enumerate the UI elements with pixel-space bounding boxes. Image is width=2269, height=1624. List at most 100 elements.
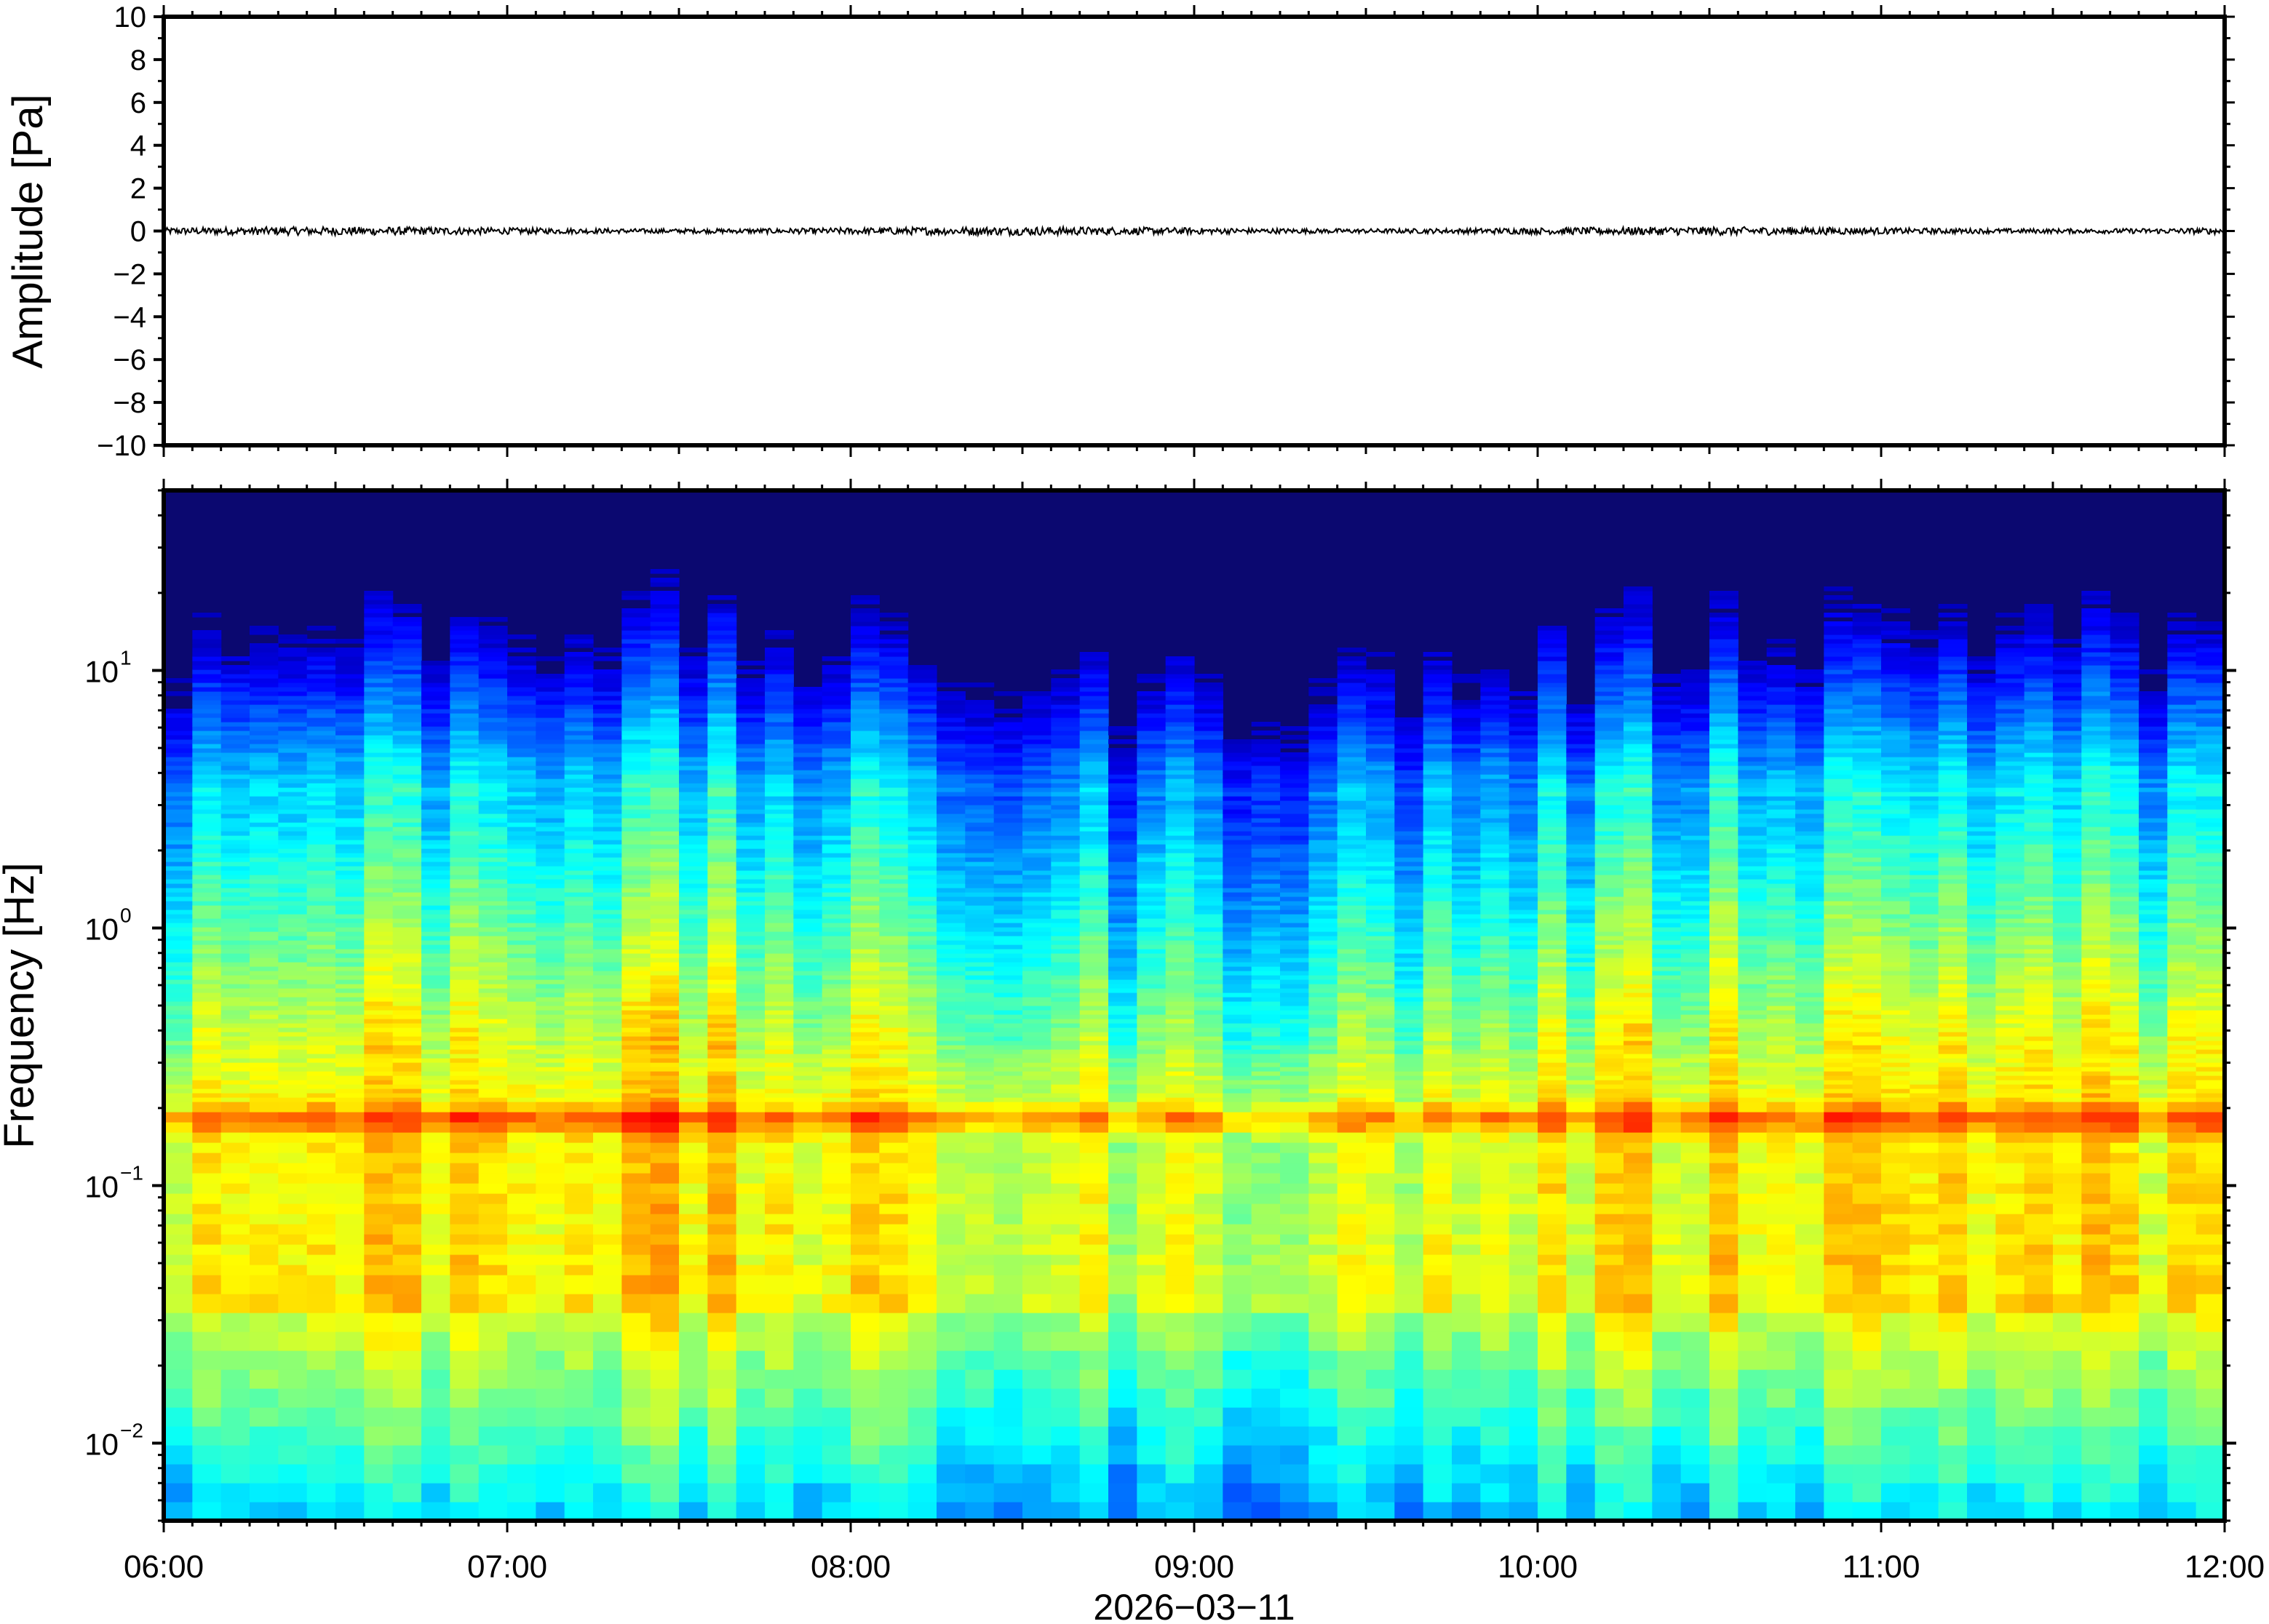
spectrogram-cell <box>192 1244 222 1255</box>
spectrogram-cell <box>679 813 708 819</box>
spectrogram-cell <box>993 931 1023 936</box>
spectrogram-cell <box>937 682 966 688</box>
spectrogram-cell <box>851 691 880 696</box>
spectrogram-cell <box>1051 1350 1081 1370</box>
spectrogram-cell <box>536 779 565 784</box>
spectrogram-cell <box>765 1080 794 1085</box>
spectrogram-cell <box>564 988 594 993</box>
spectrogram-cell <box>536 822 565 827</box>
spectrogram-cell <box>621 1071 651 1076</box>
spectrogram-cell <box>1079 861 1109 867</box>
spectrogram-cell <box>1079 1122 1109 1133</box>
spectrogram-cell <box>736 1049 766 1054</box>
spectrogram-cell <box>907 1163 937 1174</box>
spectrogram-cell <box>1079 1294 1109 1313</box>
spectrogram-cell <box>335 739 365 744</box>
spectrogram-cell <box>1108 1265 1137 1275</box>
spectrogram-cell <box>364 1097 394 1102</box>
spectrogram-cell <box>536 687 565 692</box>
spectrogram-cell <box>507 1244 536 1255</box>
spectrogram-cell <box>364 1407 394 1427</box>
spectrogram-cell <box>1079 757 1109 762</box>
spectrogram-cell <box>478 770 508 775</box>
spectrogram-cell <box>450 962 480 967</box>
spectrogram-cell <box>707 765 737 771</box>
spectrogram-cell <box>1137 700 1167 705</box>
spectrogram-cell <box>250 1313 279 1332</box>
spectrogram-cell <box>507 779 536 784</box>
spectrogram-cell <box>707 835 737 840</box>
spectrogram-cell <box>650 1132 680 1143</box>
spectrogram-cell <box>650 979 680 984</box>
spectrogram-cell <box>1108 792 1137 797</box>
spectrogram-cell <box>478 975 508 980</box>
spectrogram-cell <box>707 626 737 631</box>
spectrogram-cell <box>1137 1045 1167 1050</box>
spectrogram-cell <box>1108 1183 1137 1194</box>
spectrogram-cell <box>1137 966 1167 971</box>
spectrogram-cell <box>650 896 680 901</box>
spectrogram-cell <box>1079 1350 1109 1370</box>
spectrogram-cell <box>364 888 394 893</box>
spectrogram-cell <box>993 1049 1023 1054</box>
spectrogram-cell <box>736 857 766 862</box>
spectrogram-cell <box>1108 835 1137 840</box>
spectrogram-cell <box>965 1407 995 1427</box>
spectrogram-cell <box>421 1010 450 1015</box>
spectrogram-cell <box>707 1275 737 1294</box>
amplitude-y-tick-label: −10 <box>97 430 146 462</box>
spectrogram-cell <box>1165 1407 1195 1427</box>
spectrogram-cell <box>679 883 708 888</box>
spectrogram-cell <box>621 1265 651 1275</box>
spectrogram-cell <box>965 1023 995 1028</box>
spectrogram-cell <box>993 909 1023 915</box>
spectrogram-cell <box>335 936 365 941</box>
spectrogram-cell <box>793 687 823 692</box>
spectrogram-cell <box>478 1032 508 1037</box>
spectrogram-cell <box>478 1313 508 1332</box>
spectrogram-cell <box>937 901 966 906</box>
spectrogram-cell <box>879 944 909 950</box>
spectrogram-cell <box>1137 1313 1167 1332</box>
spectrogram-cell <box>306 1193 336 1204</box>
spectrogram-cell <box>364 661 394 666</box>
spectrogram-cell <box>679 713 708 718</box>
spectrogram-cell <box>536 875 565 880</box>
spectrogram-cell <box>851 1254 880 1265</box>
spectrogram-cell <box>736 844 766 849</box>
spectrogram-cell <box>707 709 737 714</box>
spectrogram-cell <box>1022 931 1052 936</box>
spectrogram-cell <box>478 722 508 727</box>
spectrogram-cell <box>593 1075 622 1080</box>
spectrogram-cell <box>879 848 909 853</box>
spectrogram-cell <box>1165 1010 1195 1015</box>
spectrogram-cell <box>1022 1193 1052 1204</box>
spectrogram-cell <box>1165 1153 1195 1163</box>
spectrogram-cell <box>621 984 651 989</box>
spectrogram-cell <box>765 1464 794 1484</box>
spectrogram-cell <box>164 761 193 766</box>
spectrogram-cell <box>993 709 1023 714</box>
spectrogram-cell <box>879 940 909 945</box>
spectrogram-cell <box>364 1426 394 1446</box>
spectrogram-cell <box>335 726 365 731</box>
spectrogram-cell <box>907 822 937 827</box>
spectrogram-cell <box>164 835 193 840</box>
spectrogram-cell <box>536 861 565 867</box>
spectrogram-cell <box>1137 809 1167 814</box>
spectrogram-cell <box>450 665 480 670</box>
spectrogram-cell <box>879 643 909 648</box>
spectrogram-cell <box>507 739 536 744</box>
spectrogram-cell <box>421 918 450 923</box>
spectrogram-cell <box>965 931 995 936</box>
spectrogram-cell <box>593 857 622 862</box>
spectrogram-cell <box>507 1294 536 1313</box>
spectrogram-cell <box>1051 818 1081 823</box>
spectrogram-cell <box>679 896 708 901</box>
spectrogram-cell <box>1137 744 1167 749</box>
spectrogram-cell <box>278 1093 308 1098</box>
spectrogram-cell <box>937 748 966 753</box>
spectrogram-cell <box>993 735 1023 740</box>
spectrogram-cell <box>1137 779 1167 784</box>
spectrogram-cell <box>478 1265 508 1275</box>
